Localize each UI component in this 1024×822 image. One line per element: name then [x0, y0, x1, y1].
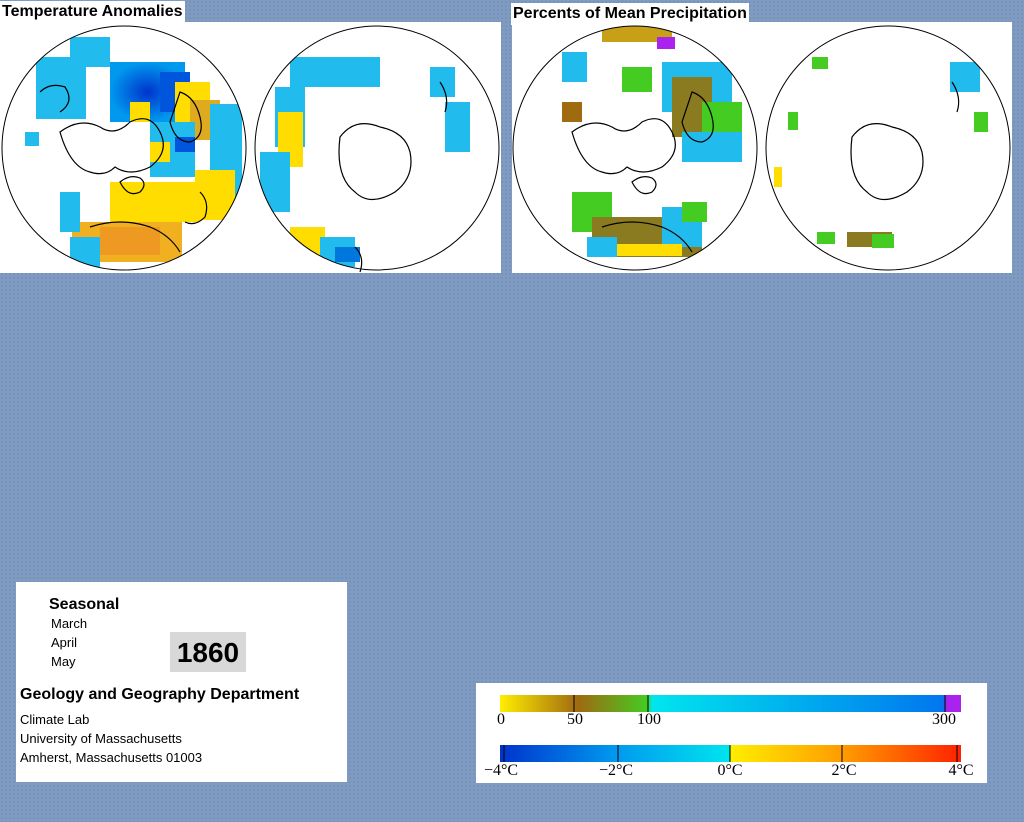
year-display: 1860: [170, 632, 246, 672]
precipitation-map: [512, 25, 1011, 271]
precip-tick-label: 300: [932, 711, 956, 728]
month-label: March: [51, 616, 88, 631]
temp-tick-label: 0°C: [717, 762, 743, 779]
precip-tick-label: 100: [637, 711, 661, 728]
temp-tick-label: −4°C: [483, 762, 519, 779]
coastlines-north: [39, 84, 208, 253]
info-box: Seasonal March April May 1860 Geology an…: [16, 582, 347, 782]
southern-hemisphere-anomalies: [260, 57, 470, 267]
temperature-map-panel: [0, 22, 501, 273]
coastlines-south-precip: [850, 81, 960, 201]
color-legend: 0 50 100 300 −4°C −2°C 0°C 2°C 4°C: [476, 683, 987, 783]
month-label: April: [51, 635, 78, 650]
temp-tick-label: 2°C: [831, 762, 857, 779]
season-label: Seasonal: [49, 596, 120, 613]
northern-hemisphere-precipitation: [562, 26, 742, 257]
department-name: Geology and Geography Department: [20, 686, 300, 703]
precipitation-map-title: Percents of Mean Precipitation: [511, 3, 749, 25]
southern-hemisphere-precipitation: [774, 57, 988, 248]
temperature-tick-marks: [503, 745, 958, 762]
precip-tick-label: 50: [567, 711, 583, 728]
lab-name: Climate Lab: [20, 712, 90, 727]
address: Amherst, Massachusetts 01003: [20, 750, 203, 765]
precip-tick-label: 0: [497, 711, 505, 728]
precipitation-tick-marks: [573, 695, 946, 712]
precipitation-map-panel: [512, 22, 1012, 273]
temperature-map: [1, 25, 500, 273]
temp-tick-label: 4°C: [948, 762, 974, 779]
northern-hemisphere-anomalies: [25, 37, 242, 267]
month-label: May: [51, 654, 76, 669]
legend-scales: [500, 695, 961, 762]
temp-tick-label: −2°C: [598, 762, 634, 779]
precipitation-color-bar: [500, 695, 961, 712]
temperature-map-title: Temperature Anomalies: [0, 1, 185, 23]
coastlines-south: [338, 81, 448, 273]
university-name: University of Massachusetts: [20, 731, 182, 746]
coastlines-north-precip: [571, 91, 714, 253]
